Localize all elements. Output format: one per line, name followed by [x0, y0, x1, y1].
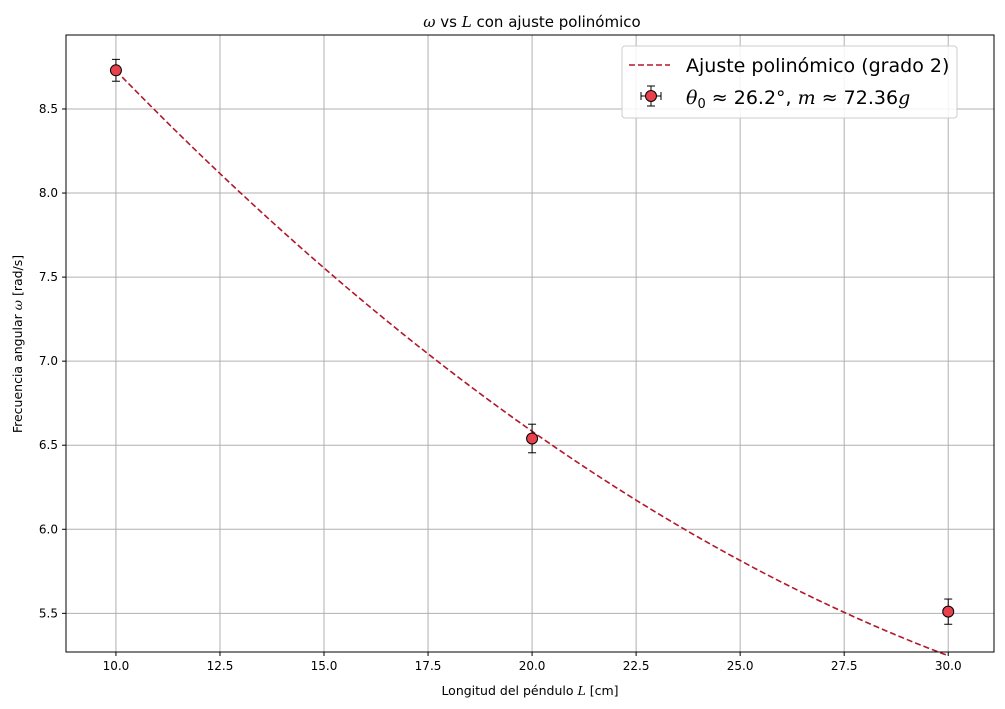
- data-marker: [109, 64, 122, 77]
- y-tick-label: 7.5: [39, 270, 58, 284]
- x-tick-label: 22.5: [623, 659, 650, 673]
- data-point: [109, 58, 122, 82]
- x-axis-ticks: 10.0 12.5 15.0 17.5 20.0 22.5 25.0 27.5 30.0: [103, 652, 962, 673]
- data-point: [942, 598, 955, 625]
- y-axis-label: Frecuencia angular ω [rad/s]: [10, 255, 25, 433]
- x-tick-label: 12.5: [207, 659, 234, 673]
- y-tick-label: 7.0: [39, 354, 58, 368]
- y-tick-label: 6.5: [39, 438, 58, 452]
- x-tick-label: 15.0: [311, 659, 338, 673]
- x-tick-label: 25.0: [727, 659, 754, 673]
- x-axis-label: Longitud del péndulo L [cm]: [441, 683, 618, 698]
- legend-box: [621, 45, 958, 119]
- y-tick-label: 6.0: [39, 522, 58, 536]
- y-tick-label: 8.5: [39, 102, 58, 116]
- legend-fit-label: Ajuste polinómico (grado 2): [686, 55, 949, 77]
- x-tick-label: 27.5: [831, 659, 858, 673]
- data-points-group: [109, 58, 955, 625]
- x-tick-label: 30.0: [935, 659, 962, 673]
- x-tick-label: 17.5: [415, 659, 442, 673]
- grid-lines: [66, 35, 994, 652]
- chart-title: ω vs L con ajuste polinómico: [423, 13, 640, 31]
- x-tick-label: 20.0: [519, 659, 546, 673]
- data-marker: [526, 432, 539, 445]
- legend-points-swatch: [640, 85, 662, 107]
- legend-points-label: θ0 ≈ 26.2°, m ≈ 72.36g: [686, 87, 910, 112]
- x-tick-label: 10.0: [103, 659, 130, 673]
- y-tick-label: 8.0: [39, 186, 58, 200]
- data-point: [526, 423, 539, 454]
- data-marker: [942, 605, 955, 618]
- axes-frame: [65, 34, 995, 653]
- legend: Ajuste polinómico (grado 2) θ0 ≈ 26.2°, …: [621, 45, 958, 119]
- y-axis-ticks: 5.5 6.0 6.5 7.0 7.5 8.0 8.5: [39, 102, 66, 620]
- y-tick-label: 5.5: [39, 606, 58, 620]
